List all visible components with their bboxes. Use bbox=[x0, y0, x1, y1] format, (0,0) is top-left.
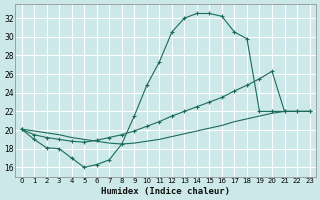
X-axis label: Humidex (Indice chaleur): Humidex (Indice chaleur) bbox=[101, 187, 230, 196]
